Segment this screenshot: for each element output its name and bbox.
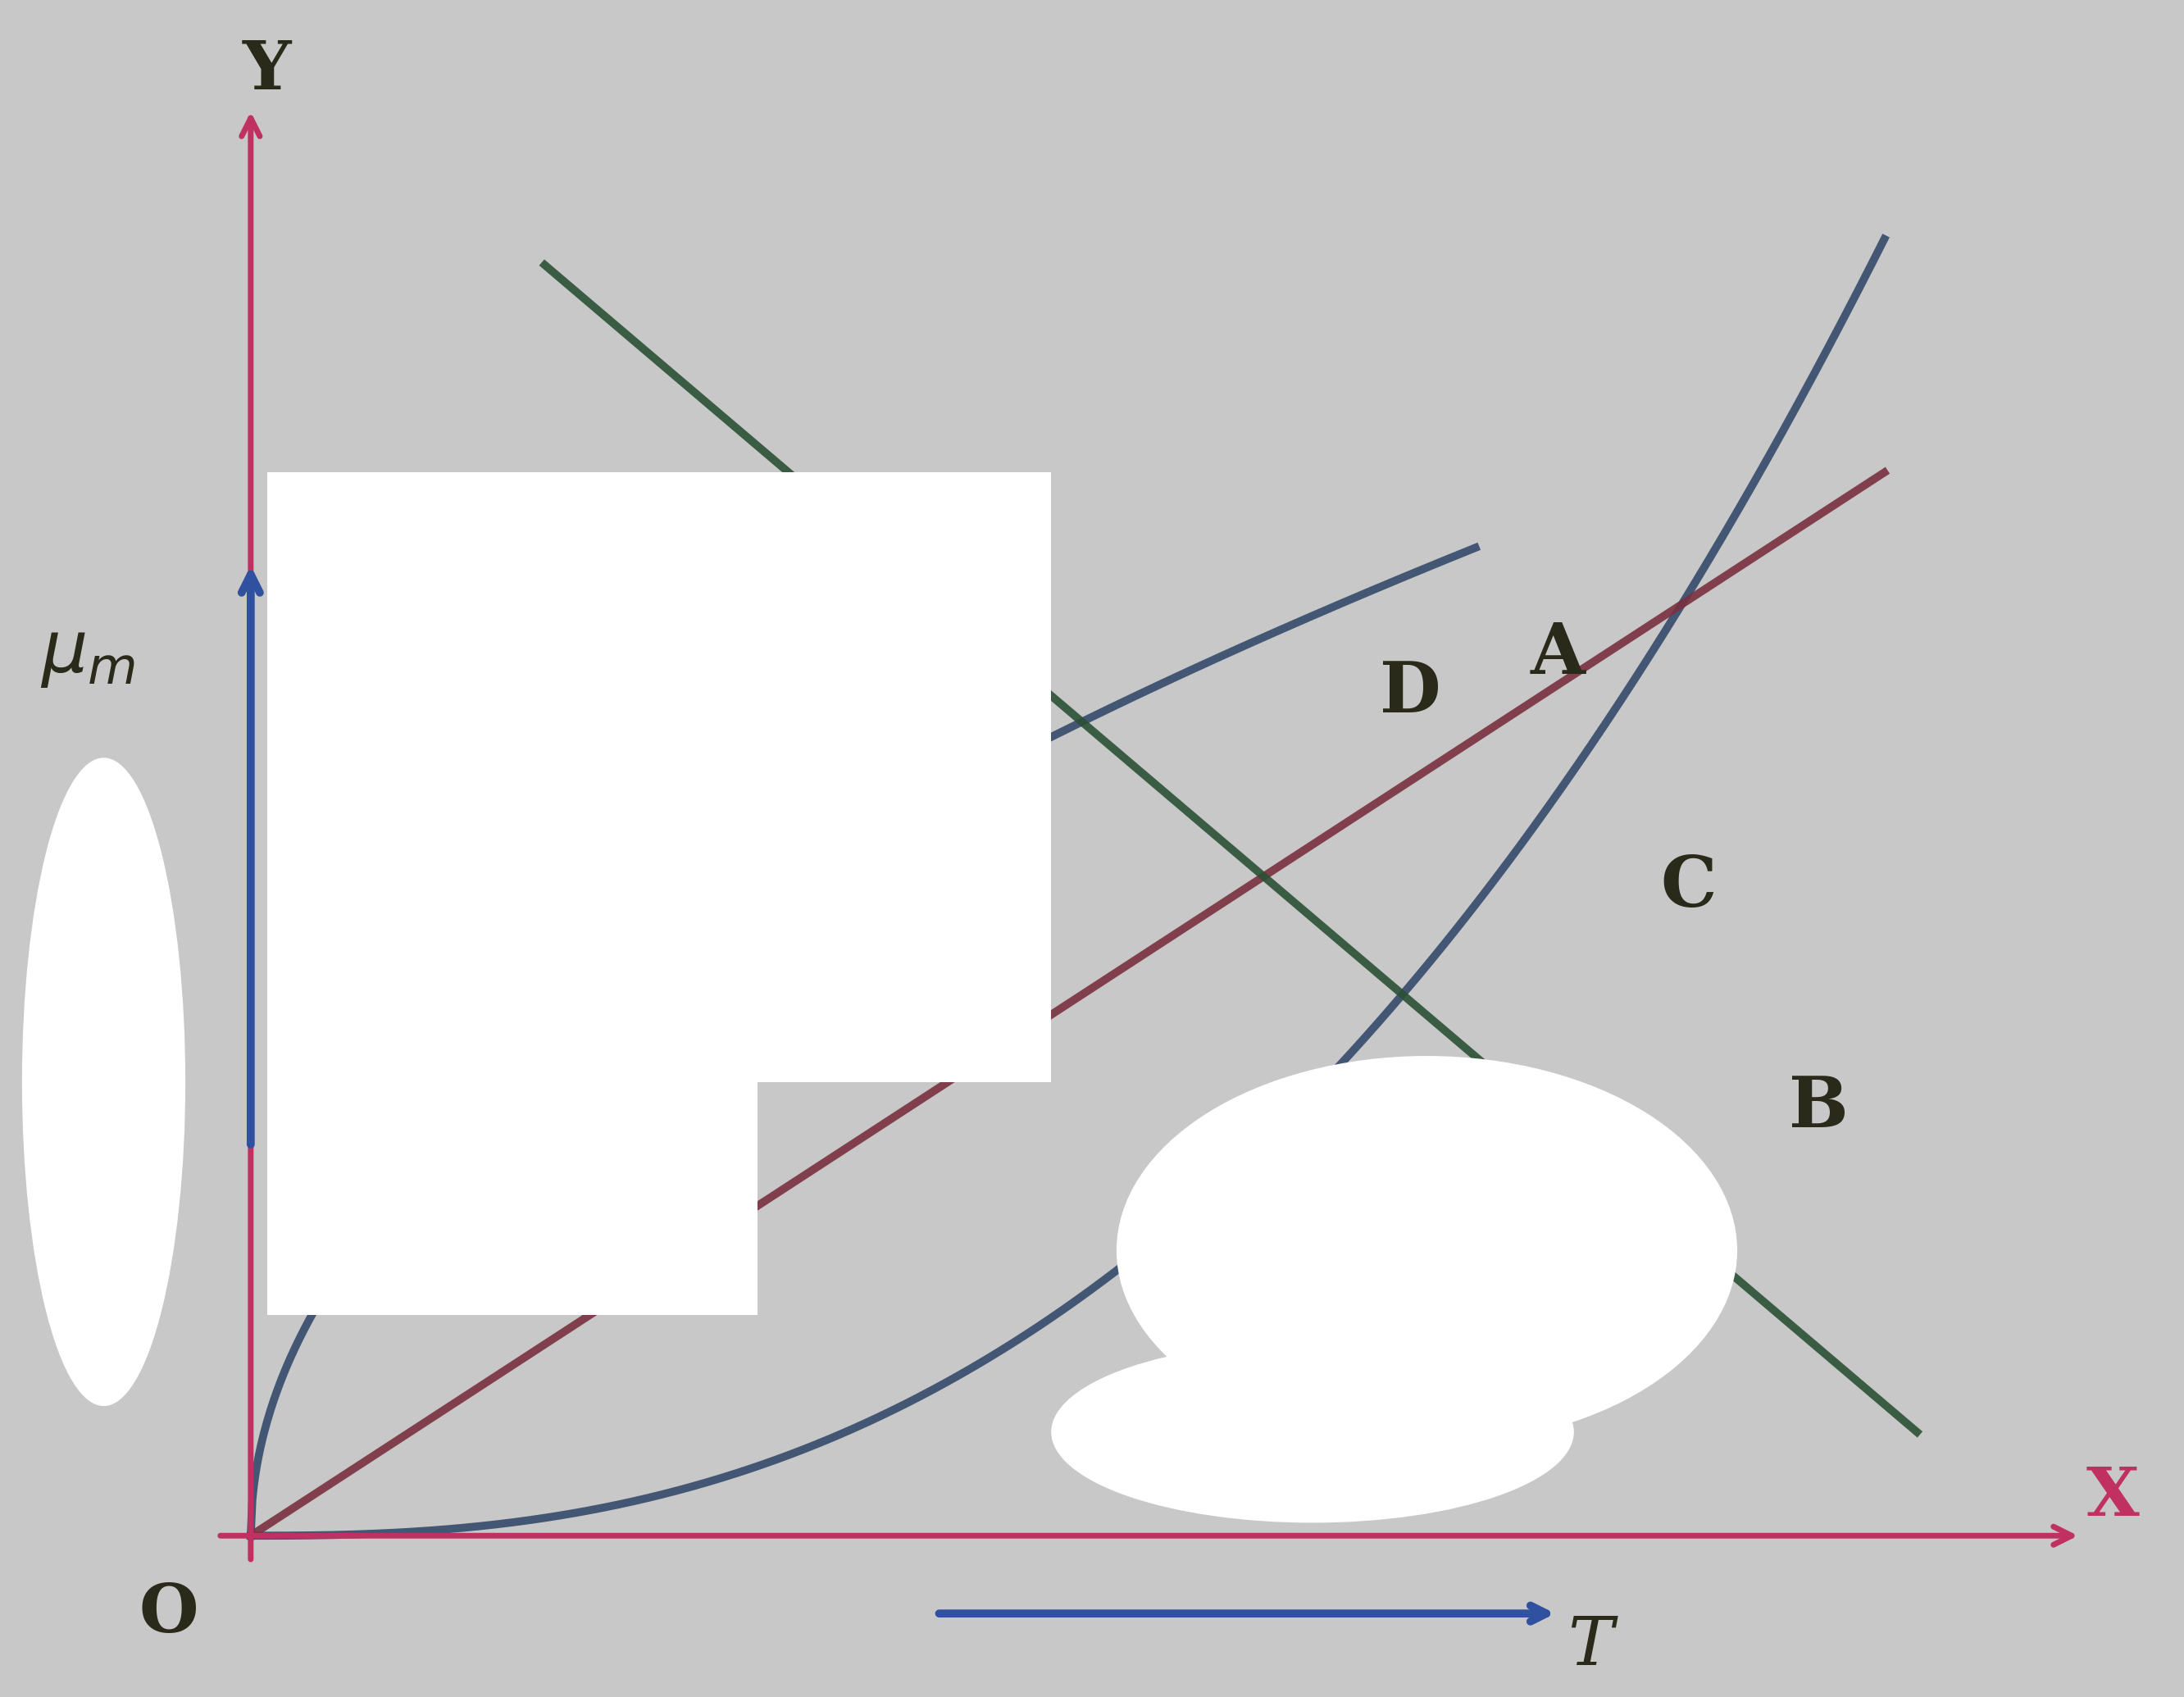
Text: O: O: [140, 1580, 199, 1646]
Text: D: D: [1380, 658, 1441, 728]
Ellipse shape: [22, 759, 186, 1407]
Bar: [266, 472, 758, 1315]
Text: T: T: [1568, 1614, 1614, 1678]
Text: B: B: [1789, 1074, 1848, 1142]
Text: A: A: [1531, 619, 1586, 689]
Ellipse shape: [1051, 1341, 1575, 1522]
Text: $\mu_m$: $\mu_m$: [39, 619, 135, 689]
Text: X: X: [2086, 1465, 2140, 1529]
Bar: [758, 472, 1051, 1083]
Ellipse shape: [1116, 1056, 1736, 1444]
Text: Y: Y: [242, 37, 290, 104]
Text: C: C: [1660, 854, 1717, 921]
